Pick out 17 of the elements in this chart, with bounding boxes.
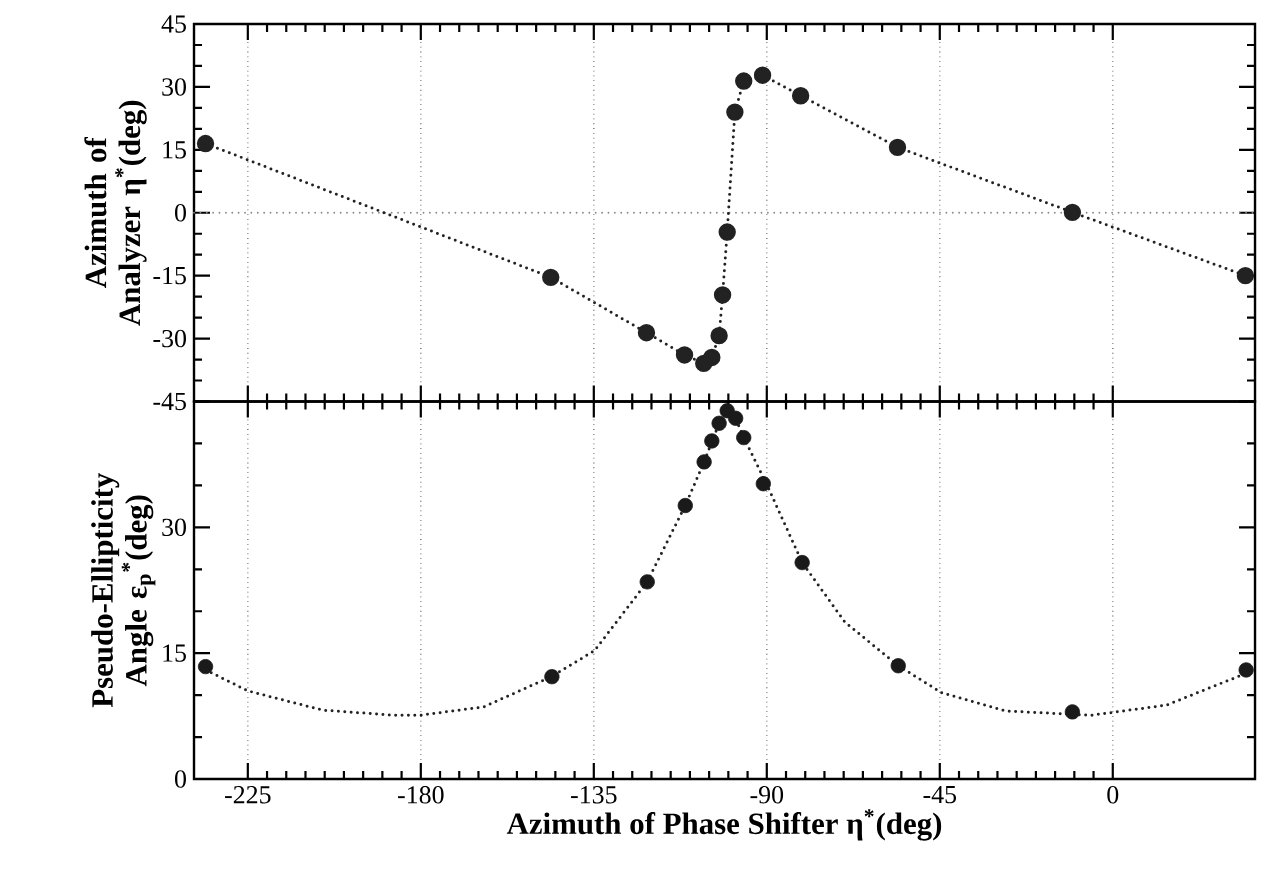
y-tick-label: 30: [162, 518, 186, 537]
x-tick-label: 0: [1107, 786, 1119, 804]
y-tick-label: -45: [153, 392, 186, 411]
x-tick-label: -135: [571, 786, 617, 804]
y-tick-label: 45: [161, 15, 186, 33]
y-tick-label: 0: [175, 770, 186, 788]
x-tick-label: -45: [923, 786, 957, 804]
x-tick-label: -90: [750, 786, 784, 804]
y-tick-label: 30: [162, 78, 186, 96]
x-axis-title: Azimuth of Phase Shifter η$^{*}$(deg): [506, 809, 942, 841]
y-tick-label: 0: [175, 204, 186, 222]
y-tick-label: 15: [163, 644, 186, 662]
y-tick-label: -15: [153, 267, 186, 285]
x-tick-label: -225: [225, 786, 271, 804]
y-tick-label: -30: [153, 329, 186, 348]
y-tick-label: 15: [163, 141, 186, 159]
x-tick-label: -180: [398, 786, 444, 804]
